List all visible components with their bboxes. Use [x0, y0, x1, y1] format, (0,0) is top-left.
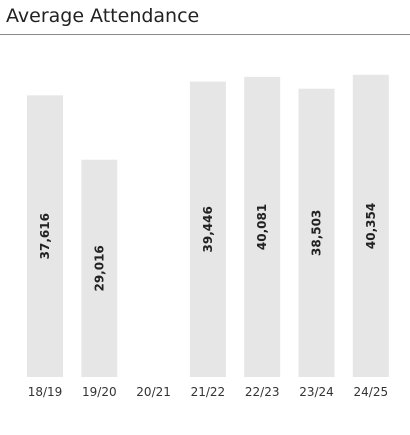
bar-21-22: [189, 81, 226, 377]
x-tick-label: 23/24: [299, 385, 334, 399]
bar-22-23: [244, 76, 281, 378]
bar-value-label: 39,446: [201, 206, 215, 252]
bar-18-19: [27, 95, 63, 378]
x-tick-label: 19/20: [82, 385, 117, 399]
bar-19-20: [81, 159, 118, 377]
bar-24-25: [352, 74, 389, 378]
x-tick-label: 24/25: [354, 385, 389, 399]
bar-value-label: 40,081: [255, 204, 269, 250]
chart-header: Average Attendance: [0, 0, 410, 35]
bar-value-label: 37,616: [38, 213, 52, 259]
x-tick-label: 22/23: [245, 385, 280, 399]
bar-value-label: 29,016: [92, 245, 106, 291]
x-tick-label: 20/21: [136, 385, 171, 399]
bar-value-label: 38,503: [310, 210, 324, 256]
x-tick-label: 18/19: [28, 385, 63, 399]
bar-value-label: 40,354: [364, 203, 378, 249]
value-labels-layer: 37,616 29,016 39,446 40,081 38,503 40,354: [38, 203, 378, 292]
x-tick-label: 21/22: [191, 385, 226, 399]
chart-title: Average Attendance: [6, 5, 200, 27]
bar-23-24: [298, 88, 335, 377]
x-axis-tick-labels: 18/19 19/20 20/21 21/22 22/23 23/24 24/25: [28, 385, 388, 399]
bars-layer: [27, 74, 389, 378]
